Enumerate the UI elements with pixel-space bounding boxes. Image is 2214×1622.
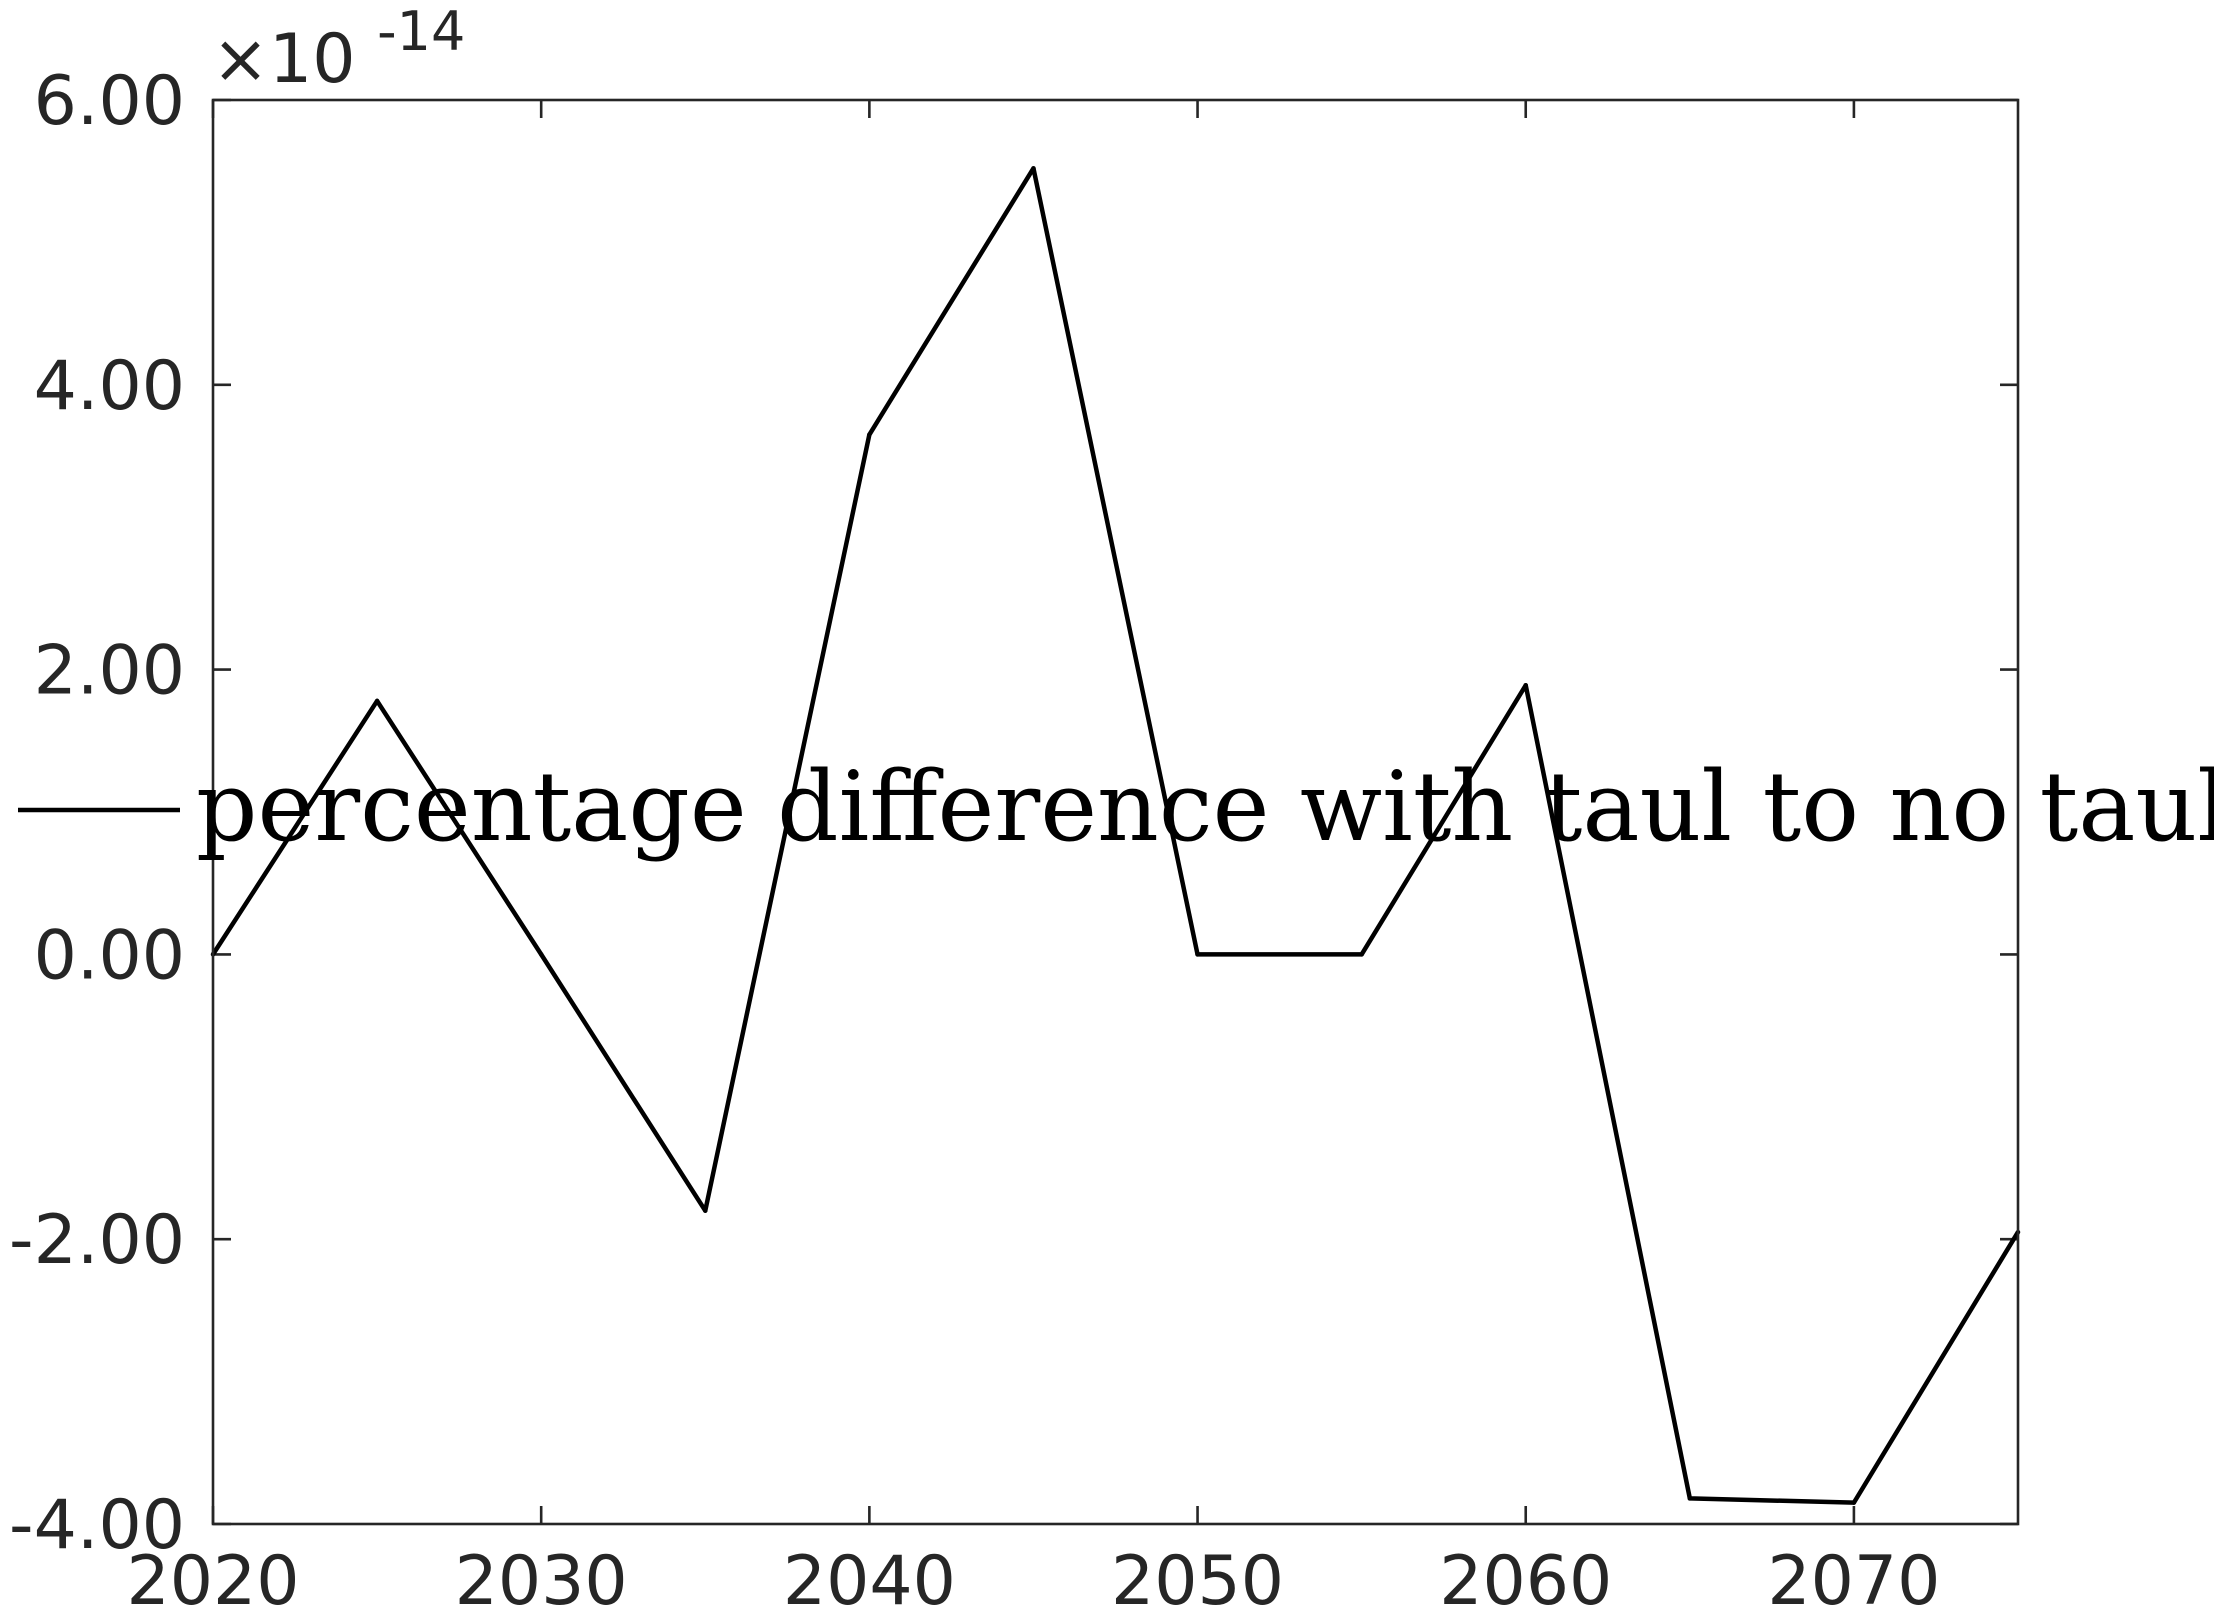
- data-point: [867, 432, 872, 437]
- data-point: [1851, 1500, 1857, 1505]
- series-line: [211, 166, 2020, 1505]
- y-tick-label: 4.00: [34, 347, 185, 426]
- x-tick-label: 2020: [126, 1542, 299, 1621]
- svg-text:×10 -14: ×10 -14: [212, 0, 465, 99]
- y-tick-label: -2.00: [9, 1201, 185, 1280]
- x-tick-label: 2060: [1439, 1542, 1612, 1621]
- x-tick-label: 2070: [1767, 1542, 1940, 1621]
- x-tick-label: 2040: [783, 1542, 956, 1621]
- exponent-power: -14: [377, 0, 465, 63]
- data-point: [374, 698, 380, 704]
- x-tick-label: 2030: [455, 1542, 628, 1621]
- data-point: [703, 1208, 708, 1213]
- data-point: [1523, 683, 1528, 688]
- y-tick-label: 6.00: [34, 62, 185, 141]
- data-point: [1687, 1496, 1693, 1501]
- y-tick-label: 2.00: [34, 632, 185, 711]
- y-tick-label: 0.00: [34, 916, 185, 995]
- y-tick-label: -4.00: [9, 1486, 185, 1565]
- x-tick-label: 2050: [1111, 1542, 1284, 1621]
- tick-labels: 2020 2030 2040 2050 2060 2070 -4.00 -2.00 0.00 2.…: [9, 62, 1940, 1621]
- legend-label: percentage difference with taul to no ta…: [196, 751, 2214, 863]
- data-point: [1359, 952, 1364, 957]
- data-point: [1195, 952, 1200, 957]
- y-axis-exponent: ×10 -14: [212, 0, 465, 99]
- axis-ticks: [211, 98, 2018, 1526]
- exponent-base: ×10: [212, 20, 356, 99]
- data-point: [538, 952, 544, 957]
- data-point: [1031, 166, 1036, 171]
- plot-area-frame: [211, 98, 2020, 1526]
- legend: percentage difference with taul to no ta…: [18, 751, 2214, 863]
